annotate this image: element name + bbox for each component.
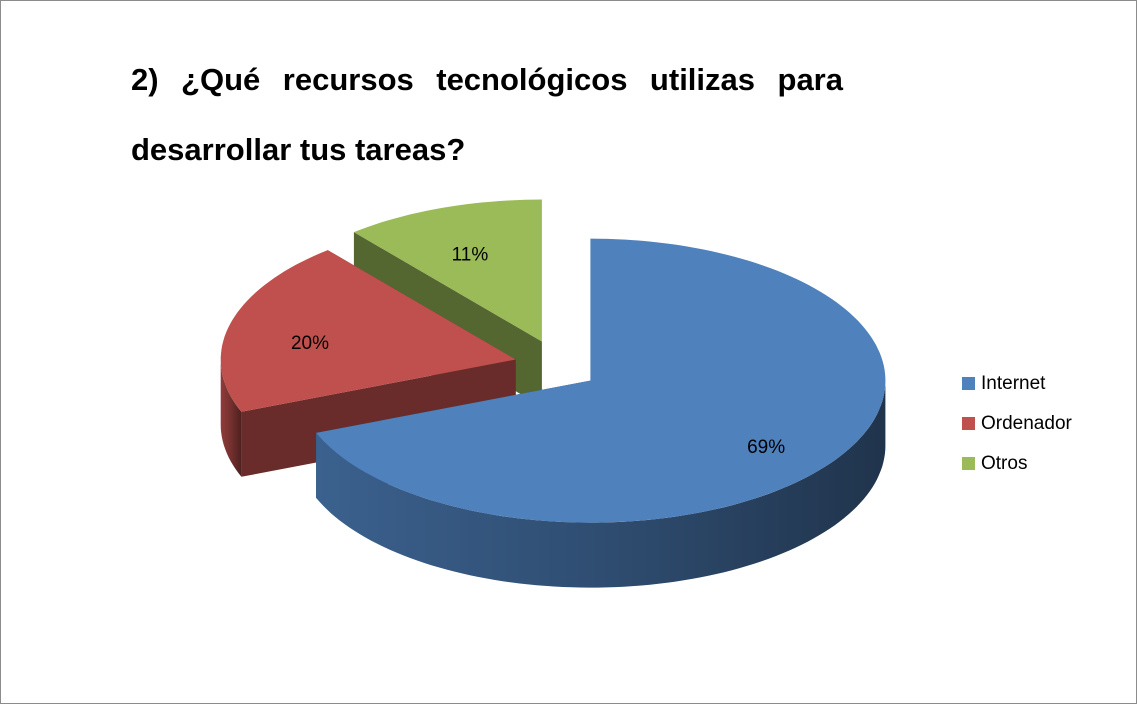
- legend-label: Internet: [981, 373, 1046, 394]
- pie-slice: [220, 250, 516, 477]
- legend-swatch: [962, 417, 975, 430]
- slice-wall: [220, 359, 242, 477]
- slice-cut-face: [241, 359, 516, 477]
- data-label: 20%: [291, 333, 329, 354]
- pie-slice: [316, 238, 886, 588]
- data-label: 69%: [747, 437, 785, 458]
- slice-wall: [316, 380, 886, 588]
- slice-top: [316, 238, 886, 523]
- slice-top: [220, 250, 516, 412]
- legend-label: Otros: [981, 453, 1027, 474]
- data-label: 11%: [452, 244, 489, 265]
- slice-top: [353, 199, 542, 342]
- legend-swatch: [962, 377, 975, 390]
- chart-title: 2) ¿Qué recursos tecnológicos utilizas p…: [131, 62, 843, 167]
- legend-swatch: [962, 457, 975, 470]
- legend-label: Ordenador: [981, 413, 1073, 434]
